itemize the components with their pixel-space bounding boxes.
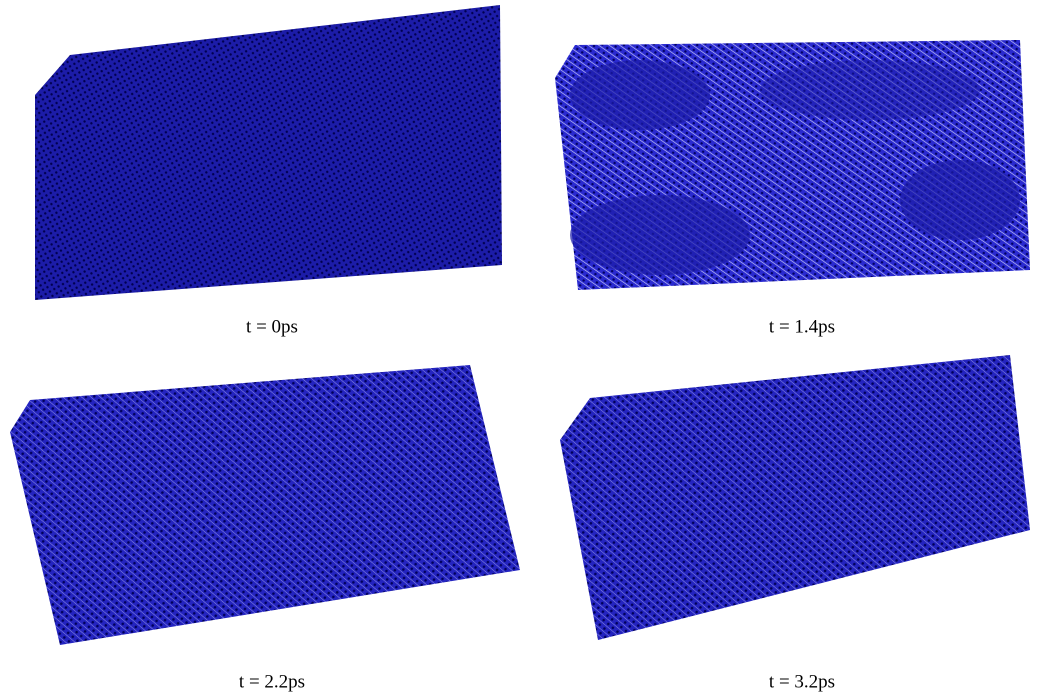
dense-region — [570, 60, 710, 130]
atoms-panel — [560, 355, 1030, 640]
panel-caption: t = 3.2ps — [769, 671, 835, 692]
figure: t = 0ps t = 1.4ps t = 2.2ps t = 3.2ps — [0, 0, 1045, 696]
atoms-panel — [10, 365, 520, 645]
panel-caption: t = 2.2ps — [239, 671, 305, 692]
dense-region — [900, 160, 1020, 240]
atoms-panel — [35, 5, 502, 300]
dense-region — [570, 195, 750, 275]
dense-region — [760, 60, 980, 120]
panel-caption: t = 0ps — [246, 316, 298, 337]
panel-caption: t = 1.4ps — [769, 316, 835, 337]
page: t = 0ps t = 1.4ps t = 2.2ps t = 3.2ps ((… — [0, 0, 1045, 696]
